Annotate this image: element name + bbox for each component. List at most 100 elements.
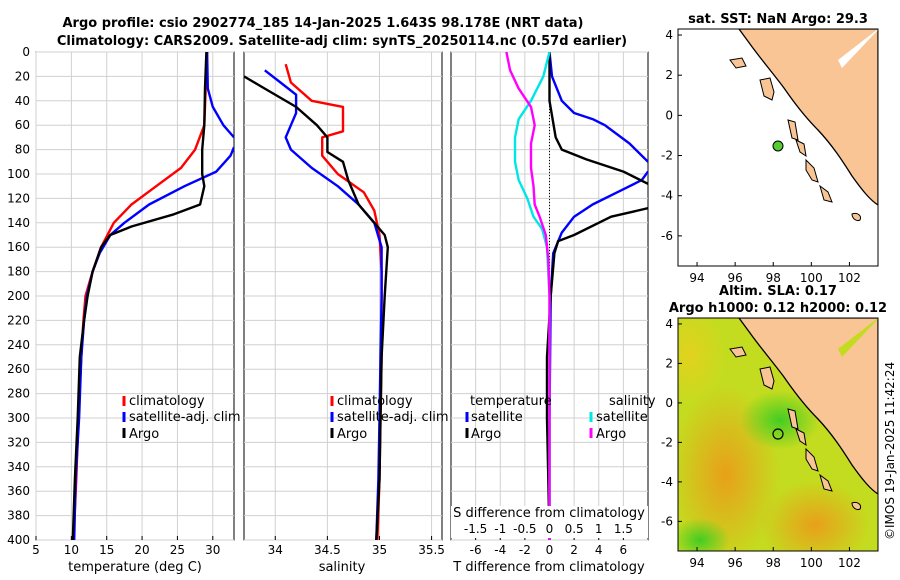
map-lon-label: 102 bbox=[838, 271, 861, 285]
s-axis-label-background bbox=[451, 506, 648, 538]
argo-location-marker bbox=[772, 140, 784, 152]
map-lat-label: -6 bbox=[661, 229, 673, 243]
depth-tick-label: 340 bbox=[7, 460, 30, 474]
s-diff-tick-label: 0 bbox=[546, 522, 554, 536]
series-line-t-argo-deep- bbox=[545, 207, 648, 540]
x-tick-label: 35 bbox=[372, 543, 387, 557]
difference-xlabel: T difference from climatology bbox=[452, 560, 645, 575]
map-lon-label: 96 bbox=[728, 556, 743, 570]
map-lon-label: 94 bbox=[689, 271, 704, 285]
legend-t-argo-label: Argo bbox=[471, 427, 501, 442]
legend-climatology-label: climatology bbox=[129, 394, 205, 409]
legend-title-salinity: salinity bbox=[609, 394, 656, 409]
map-lon-label: 96 bbox=[728, 271, 743, 285]
x-tick-label: 15 bbox=[99, 543, 114, 557]
temperature-xlabel: temperature (deg C) bbox=[68, 560, 202, 575]
x-tick-label: 34 bbox=[268, 543, 283, 557]
salinity-legend: climatology satellite-adj. clim Argo bbox=[330, 394, 449, 442]
sst-map-frame bbox=[677, 28, 879, 267]
x-tick-label: 30 bbox=[205, 543, 220, 557]
s-diff-tick-label: 1 bbox=[595, 522, 603, 536]
x-tick-label: 34.5 bbox=[314, 543, 341, 557]
depth-tick-label: 320 bbox=[7, 435, 30, 449]
depth-tick-label: 260 bbox=[7, 362, 30, 376]
depth-tick-label: 400 bbox=[7, 533, 30, 547]
x-tick-label: -2 bbox=[519, 543, 531, 557]
legend-s-argo-label: Argo bbox=[596, 427, 626, 442]
depth-tick-label: 380 bbox=[7, 509, 30, 523]
legend-satellite-label: satellite-adj. clim bbox=[129, 410, 241, 425]
map-lat-label: -4 bbox=[661, 189, 673, 203]
x-tick-label: 2 bbox=[570, 543, 578, 557]
depth-tick-label: 280 bbox=[7, 387, 30, 401]
sla-map-title-line2: Argo h1000: 0.12 h2000: 0.12 bbox=[669, 301, 887, 316]
sst-map-panel: sat. SST: NaN Argo: 29.3 94 96 98 100 102 -6 -… bbox=[661, 12, 879, 285]
map-lat-label: -2 bbox=[661, 149, 673, 163]
map-lat-label: 0 bbox=[665, 396, 673, 410]
x-tick-label: 4 bbox=[595, 543, 603, 557]
sla-map-title-line1: Altim. SLA: 0.17 bbox=[719, 284, 837, 299]
s-diff-tick-label: -1.5 bbox=[464, 522, 487, 536]
depth-tick-label: 220 bbox=[7, 313, 30, 327]
sst-map-title: sat. SST: NaN Argo: 29.3 bbox=[688, 12, 868, 27]
legend-satellite-label: satellite-adj. clim bbox=[337, 410, 449, 425]
temperature-panel: 0 20 40 60 80 100 120 140 160 180 200 220 240 260 280 3… bbox=[7, 45, 241, 575]
depth-tick-label: 80 bbox=[15, 143, 30, 157]
temperature-legend: climatology satellite-adj. clim Argo bbox=[122, 394, 241, 442]
map-lat-label: 2 bbox=[665, 356, 673, 370]
x-tick-label: 20 bbox=[134, 543, 149, 557]
s-diff-tick-label: 0.5 bbox=[565, 522, 584, 536]
s-diff-tick-label: -1 bbox=[494, 522, 506, 536]
legend-argo-label: Argo bbox=[129, 427, 159, 442]
x-tick-label: 10 bbox=[64, 543, 79, 557]
depth-tick-label: 300 bbox=[7, 411, 30, 425]
map-lat-label: 2 bbox=[665, 68, 673, 82]
series-line-argo bbox=[71, 52, 208, 540]
s-difference-label: S difference from climatology bbox=[453, 506, 645, 521]
map-lat-label: -6 bbox=[661, 514, 673, 528]
depth-tick-label: 240 bbox=[7, 338, 30, 352]
imos-credit: ©IMOS 19-Jan-2025 11:42:24 bbox=[883, 362, 897, 540]
x-tick-label: 5 bbox=[32, 543, 40, 557]
x-tick-label: -4 bbox=[494, 543, 506, 557]
x-tick-label: 25 bbox=[170, 543, 185, 557]
salinity-panel: 34 34.5 35 35.5 climatology satellite-adj. … bbox=[243, 51, 449, 575]
legend-argo-label: Argo bbox=[337, 427, 367, 442]
sla-map-panel: Altim. SLA: 0.17 Argo h1000: 0.12 h2000:… bbox=[661, 284, 887, 570]
s-diff-tick-label: 1.5 bbox=[614, 522, 633, 536]
sla-map-frame bbox=[677, 317, 879, 552]
x-tick-label: -6 bbox=[470, 543, 482, 557]
map-lon-label: 94 bbox=[689, 556, 704, 570]
depth-tick-label: 140 bbox=[7, 216, 30, 230]
map-lon-label: 102 bbox=[838, 556, 861, 570]
map-lat-label: 4 bbox=[665, 28, 673, 42]
x-tick-label: 6 bbox=[620, 543, 628, 557]
map-lat-label: -2 bbox=[661, 435, 673, 449]
depth-tick-label: 0 bbox=[22, 45, 30, 59]
series-line-t-argo bbox=[548, 52, 648, 185]
legend-climatology-label: climatology bbox=[337, 394, 413, 409]
legend-s-satellite-label: satellite bbox=[596, 410, 648, 425]
sla-map-field bbox=[678, 318, 878, 551]
depth-tick-label: 200 bbox=[7, 289, 30, 303]
series-line-s-argo bbox=[505, 52, 551, 540]
series-line-argo bbox=[244, 75, 389, 540]
depth-tick-label: 360 bbox=[7, 484, 30, 498]
depth-tick-label: 60 bbox=[15, 118, 30, 132]
argo-location-marker bbox=[772, 428, 784, 440]
map-lat-label: 4 bbox=[665, 317, 673, 331]
map-lon-label: 98 bbox=[766, 271, 781, 285]
series-line-t-satellite bbox=[548, 52, 648, 163]
sst-map-land bbox=[729, 29, 878, 221]
map-lon-label: 98 bbox=[766, 556, 781, 570]
depth-tick-label: 160 bbox=[7, 240, 30, 254]
map-lat-label: -4 bbox=[661, 475, 673, 489]
series-line-satellite-adj-clim bbox=[205, 52, 234, 139]
s-diff-tick-label: -0.5 bbox=[513, 522, 536, 536]
x-tick-label: 0 bbox=[546, 543, 554, 557]
legend-title-temperature: temperature bbox=[470, 394, 552, 409]
map-lon-label: 100 bbox=[800, 556, 823, 570]
figure-title-line2: Climatology: CARS2009. Satellite-adj cli… bbox=[57, 34, 627, 49]
depth-tick-label: 180 bbox=[7, 265, 30, 279]
